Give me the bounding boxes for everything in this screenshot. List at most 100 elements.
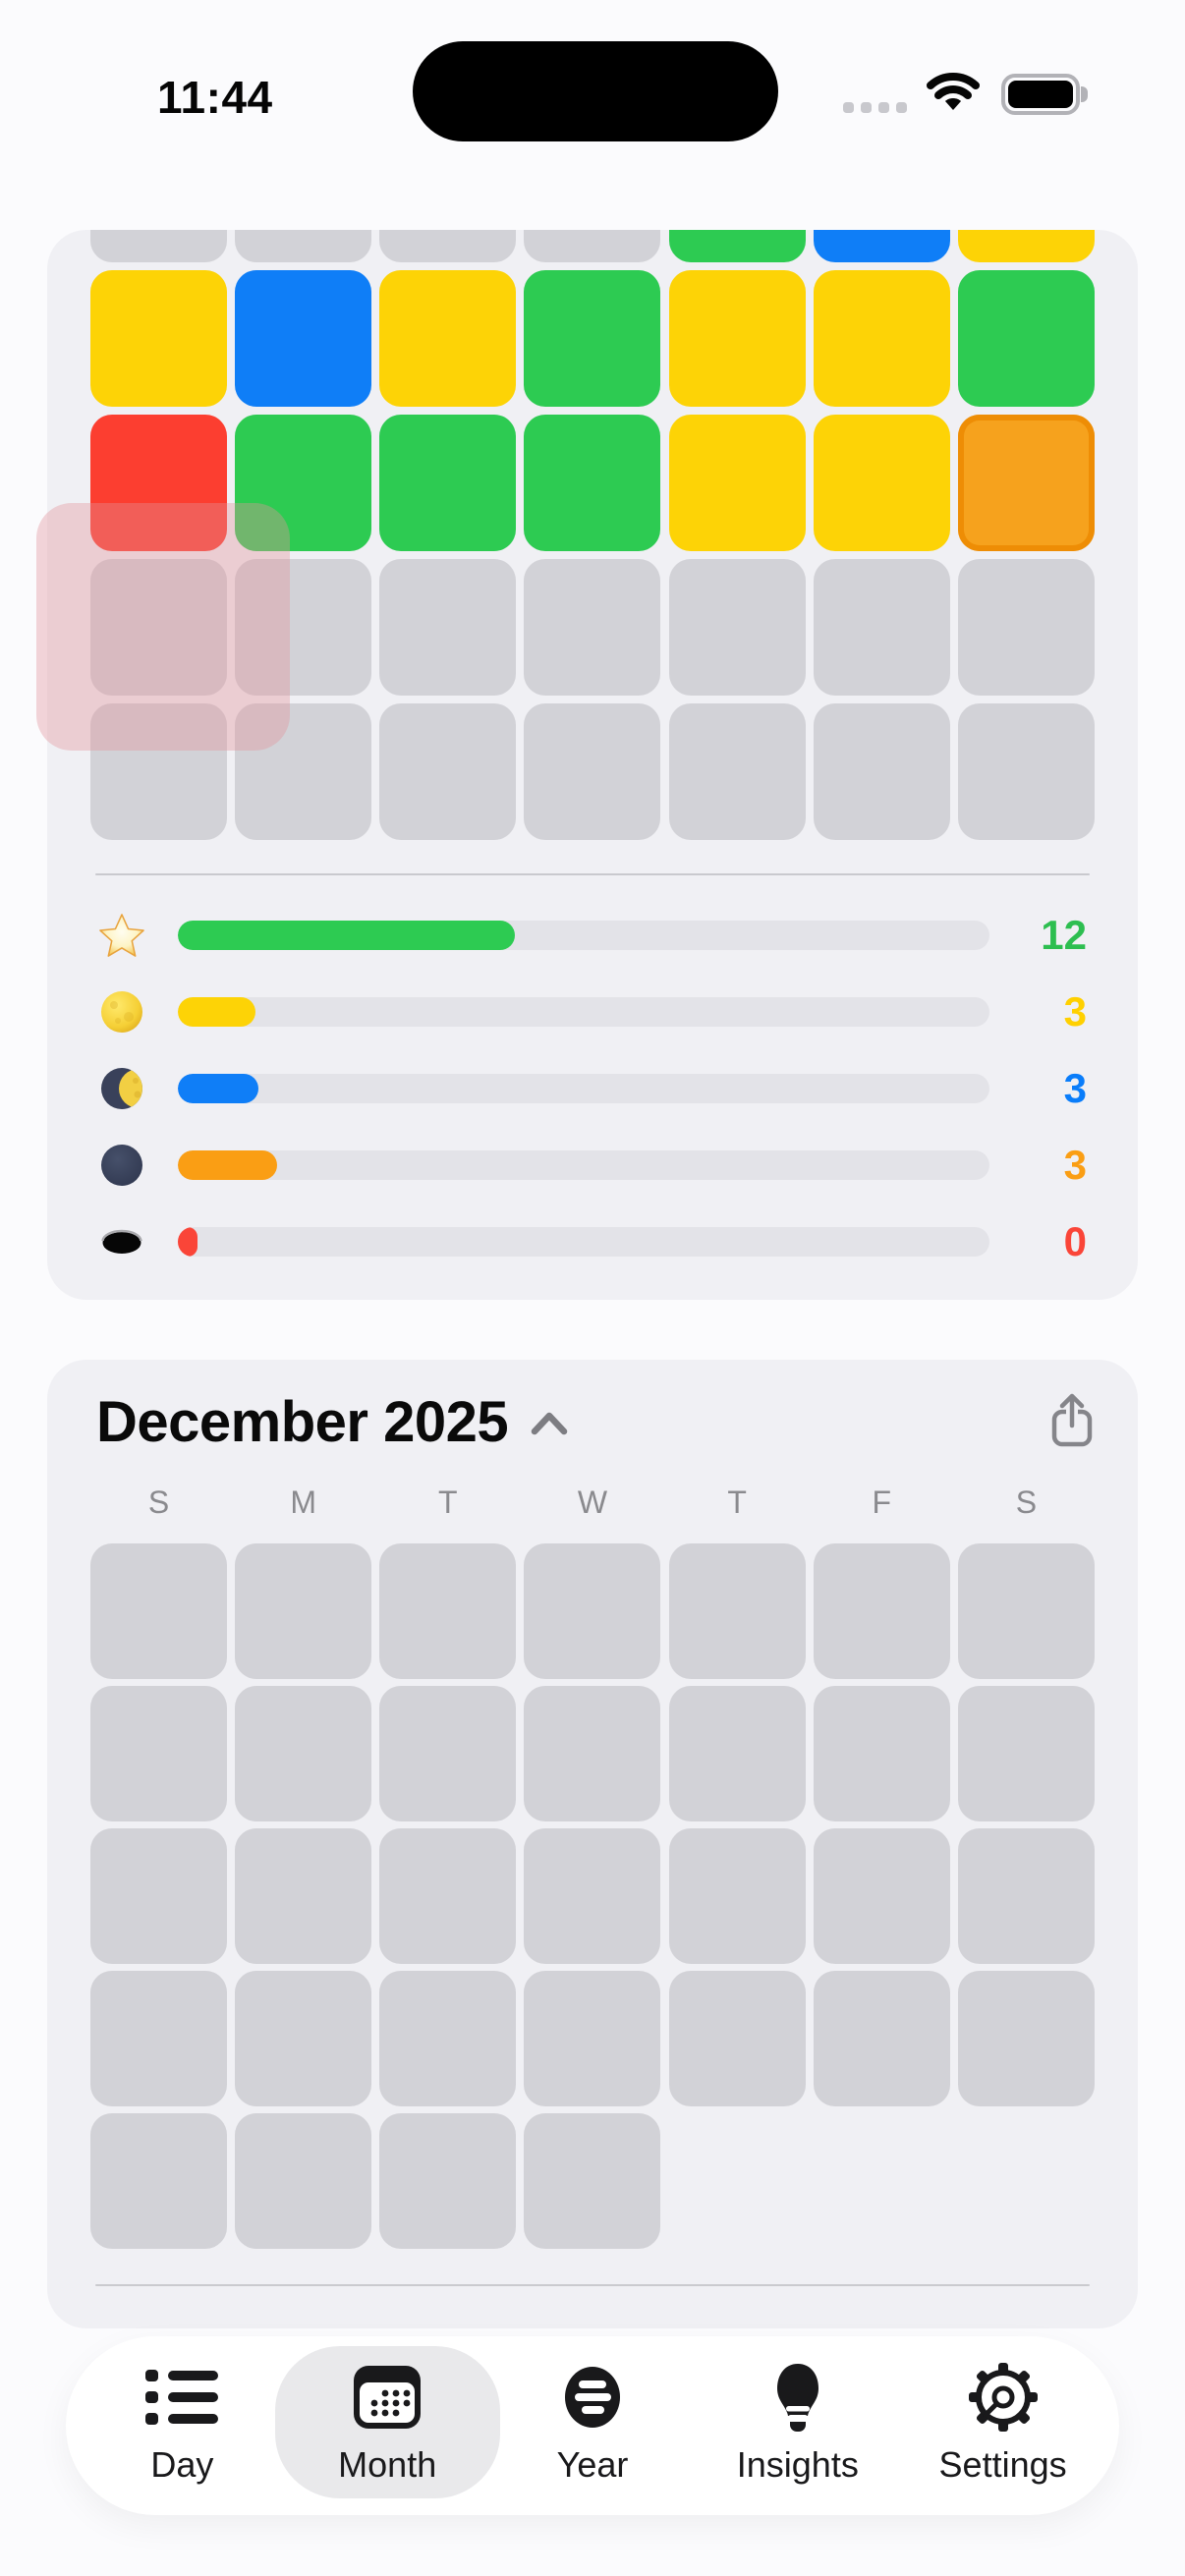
mood-day-cell-gray[interactable] [379, 703, 517, 840]
calendar-day-cell[interactable] [235, 1828, 372, 1964]
calendar-day-cell[interactable] [524, 1686, 661, 1821]
stat-bar-fill [178, 1074, 258, 1103]
tab-day[interactable]: Day [80, 2336, 285, 2515]
calendar-day-cell[interactable] [668, 1828, 806, 1964]
calendar-day-cell[interactable] [524, 1543, 661, 1679]
stat-count: 3 [1063, 1142, 1087, 1188]
status-time: 11:44 [157, 72, 273, 123]
calendar-day-cell[interactable] [235, 1543, 372, 1679]
weekday-label: S [1015, 1484, 1038, 1520]
mood-day-cell-gray[interactable] [90, 703, 227, 840]
calendar-day-cell[interactable] [379, 1971, 517, 2106]
tab-month[interactable]: Month [274, 2336, 500, 2515]
tab-settings[interactable]: Settings [900, 2336, 1105, 2515]
mood-day-cell-gray[interactable] [813, 559, 950, 696]
stat-row: 3 [99, 988, 1087, 1035]
stat-count: 3 [1063, 1065, 1087, 1111]
mood-day-cell-blue[interactable] [813, 230, 950, 262]
gear-icon [968, 2362, 1038, 2433]
mood-day-cell-red[interactable] [90, 415, 227, 551]
weekday-label: F [872, 1484, 892, 1520]
calendar-day-cell[interactable] [668, 1971, 806, 2106]
mood-day-cell-yellow[interactable] [379, 270, 517, 407]
calendar-day-cell[interactable] [957, 1828, 1095, 1964]
calendar-day-cell[interactable] [235, 1971, 372, 2106]
tab-insights[interactable]: Insights [695, 2336, 900, 2515]
mood-day-cell-gray[interactable] [90, 230, 227, 262]
lightbulb-icon [775, 2362, 820, 2433]
drag-highlight-overlay [36, 503, 290, 751]
mood-day-cell-green[interactable] [379, 415, 517, 551]
calendar-week-row [90, 1971, 1095, 2106]
mood-month-card: 12 3 3 3 0 [47, 230, 1138, 1300]
mood-grid-row [90, 703, 1095, 840]
mood-day-cell-yellow[interactable] [90, 270, 227, 407]
mood-day-cell-green[interactable] [524, 415, 661, 551]
calendar-day-cell[interactable] [379, 1543, 517, 1679]
month-title[interactable]: December 2025 [96, 1390, 509, 1454]
calendar-day-cell[interactable] [90, 2113, 227, 2249]
calendar-day-cell[interactable] [524, 1828, 661, 1964]
last-quarter-moon-icon [99, 1066, 144, 1111]
mood-day-cell-gray[interactable] [813, 703, 950, 840]
mood-day-cell-gray[interactable] [524, 230, 661, 262]
wifi-icon [927, 72, 980, 117]
mood-day-cell-gray[interactable] [668, 703, 806, 840]
calendar-day-cell[interactable] [235, 2113, 372, 2249]
mood-day-cell-green[interactable] [668, 230, 806, 262]
calendar-card: December 2025 S M T W T F S [47, 1360, 1138, 2328]
calendar-day-cell[interactable] [90, 1828, 227, 1964]
calendar-day-cell[interactable] [379, 2113, 517, 2249]
mood-day-cell-gray[interactable] [957, 559, 1095, 696]
mood-day-cell-gray[interactable] [524, 703, 661, 840]
mood-day-cell-green[interactable] [524, 270, 661, 407]
mood-stats: 12 3 3 3 0 [47, 875, 1138, 1264]
calendar-day-cell[interactable] [379, 1686, 517, 1821]
mood-day-cell-gray[interactable] [90, 559, 227, 696]
calendar-day-cell[interactable] [235, 1686, 372, 1821]
calendar-day-cell[interactable] [813, 1971, 950, 2106]
hole-icon [99, 1219, 144, 1264]
calendar-week-row [90, 1686, 1095, 1821]
mood-day-cell-gray[interactable] [235, 559, 372, 696]
share-icon[interactable] [1049, 1392, 1095, 1454]
calendar-day-cell[interactable] [813, 1543, 950, 1679]
chevron-up-icon[interactable] [530, 1411, 569, 1441]
mood-day-cell-selected[interactable] [957, 415, 1095, 551]
calendar-day-cell[interactable] [668, 1543, 806, 1679]
mood-day-cell-gray[interactable] [957, 703, 1095, 840]
mood-day-cell-blue[interactable] [235, 270, 372, 407]
calendar-day-cell[interactable] [957, 1686, 1095, 1821]
mood-day-cell-gray[interactable] [524, 559, 661, 696]
mood-day-cell-yellow[interactable] [668, 415, 806, 551]
mood-day-cell-gray[interactable] [668, 559, 806, 696]
list-icon [145, 2362, 219, 2433]
battery-icon [1001, 74, 1088, 115]
calendar-day-cell[interactable] [668, 1686, 806, 1821]
tab-year[interactable]: Year [490, 2336, 696, 2515]
calendar-day-cell[interactable] [813, 1828, 950, 1964]
mood-day-cell-yellow[interactable] [813, 415, 950, 551]
calendar-day-cell[interactable] [957, 1971, 1095, 2106]
mood-day-cell-gray[interactable] [235, 703, 372, 840]
mood-day-cell-gray[interactable] [379, 230, 517, 262]
mood-day-cell-yellow[interactable] [668, 270, 806, 407]
calendar-day-cell[interactable] [379, 1828, 517, 1964]
mood-day-cell-yellow[interactable] [957, 230, 1095, 262]
calendar-day-cell[interactable] [90, 1971, 227, 2106]
mood-day-cell-gray[interactable] [379, 559, 517, 696]
calendar-day-cell[interactable] [813, 1686, 950, 1821]
mood-day-cell-yellow[interactable] [813, 270, 950, 407]
calendar-icon [354, 2362, 422, 2433]
mood-day-cell-gray[interactable] [235, 230, 372, 262]
calendar-day-cell[interactable] [957, 1543, 1095, 1679]
calendar-day-cell[interactable] [524, 1971, 661, 2106]
mood-day-cell-green[interactable] [235, 415, 372, 551]
mood-day-cell-green[interactable] [957, 270, 1095, 407]
calendar-day-cell[interactable] [90, 1543, 227, 1679]
stat-row: 12 [99, 912, 1087, 958]
calendar-day-cell[interactable] [524, 2113, 661, 2249]
calendar-day-cell[interactable] [90, 1686, 227, 1821]
